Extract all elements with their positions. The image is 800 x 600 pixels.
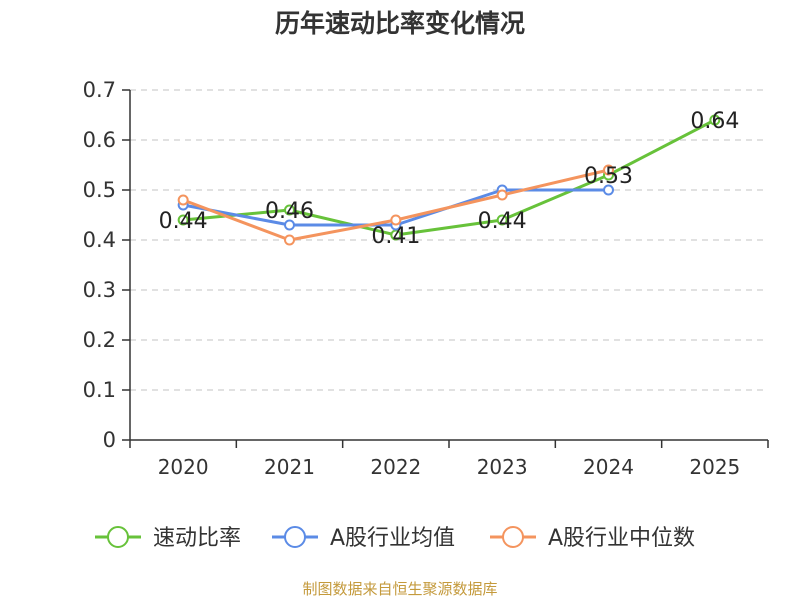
data-label: 0.53 — [584, 164, 633, 189]
y-tick-label: 0.6 — [83, 128, 116, 152]
y-tick-label: 0.1 — [83, 378, 116, 402]
y-tick-label: 0.4 — [83, 228, 116, 252]
data-point — [177, 214, 189, 226]
data-labels: 0.44 0.46 0.41 0.44 0.53 0.64 — [159, 109, 740, 249]
data-point — [284, 219, 295, 231]
legend-marker — [284, 526, 306, 548]
x-tick-label: 2020 — [158, 455, 209, 479]
legend-item-1[interactable]: A股行业均值 — [272, 526, 455, 551]
legend-item-2[interactable]: A股行业中位数 — [490, 526, 695, 551]
data-point — [284, 204, 295, 216]
data-label: 0.44 — [478, 209, 527, 234]
x-tick-label: 2024 — [583, 455, 634, 479]
data-label: 0.46 — [265, 199, 314, 224]
y-tick-label: 0.7 — [83, 78, 116, 102]
data-label: 0.44 — [159, 209, 208, 234]
legend-item-0[interactable]: 速动比率 — [95, 526, 241, 551]
data-label: 0.64 — [690, 109, 739, 134]
series-line-0 — [181, 118, 717, 237]
axes: 0 0.1 0.2 0.3 0.4 0.5 0.6 0.7 2020 2021 2022 2023 20… — [83, 78, 769, 479]
x-tick-label: 2023 — [477, 455, 528, 479]
legend-marker — [107, 526, 129, 548]
data-label: 0.41 — [371, 224, 420, 249]
series-layer — [177, 114, 721, 246]
x-tick-label: 2021 — [264, 455, 315, 479]
data-point — [496, 214, 508, 226]
y-tick-label: 0 — [103, 428, 116, 452]
data-point — [284, 234, 295, 246]
legend-label: A股行业均值 — [330, 526, 455, 551]
y-tick-label: 0.2 — [83, 328, 116, 352]
x-tick-label: 2022 — [370, 455, 421, 479]
source-note: 制图数据来自恒生聚源数据库 — [302, 580, 497, 598]
legend: 速动比率 A股行业均值 A股行业中位数 — [95, 526, 695, 551]
data-point — [177, 194, 189, 206]
legend-marker — [502, 526, 524, 548]
legend-label: 速动比率 — [153, 526, 241, 551]
data-point — [603, 164, 614, 176]
data-point — [390, 214, 402, 226]
y-tick-label: 0.5 — [83, 178, 116, 202]
legend-label: A股行业中位数 — [548, 526, 695, 551]
data-point — [496, 189, 508, 201]
gridlines — [130, 89, 768, 391]
data-point — [603, 184, 614, 196]
data-point — [709, 114, 721, 126]
x-tick-label: 2025 — [689, 455, 740, 479]
y-tick-label: 0.3 — [83, 278, 116, 302]
chart-title: 历年速动比率变化情况 — [275, 9, 525, 38]
